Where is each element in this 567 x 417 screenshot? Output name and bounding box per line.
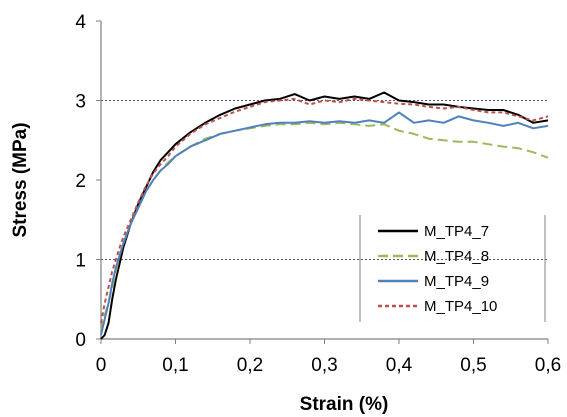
y-tick-label: 4: [75, 12, 86, 33]
legend-label: M_TP4_7: [424, 223, 489, 240]
x-tick-label: 0,6: [535, 355, 561, 376]
legend-items: M_TP4_7 M_TP4_8 M_TP4_9 M_TP4_10: [378, 223, 497, 315]
legend-label: M_TP4_8: [424, 248, 489, 265]
x-tick-label: 0,1: [162, 355, 188, 376]
x-tick-label: 0: [96, 355, 107, 376]
series-lines: [100, 91, 549, 340]
y-tick-label: 3: [75, 92, 86, 113]
y-tick-label: 1: [75, 251, 86, 272]
x-tick-label: 0,4: [386, 355, 413, 376]
x-tick-label: 0,2: [237, 355, 263, 376]
gridlines: [101, 100, 548, 260]
series-line-3: [100, 111, 549, 336]
y-axis-ticks: 0 1 2 3 4: [75, 12, 101, 351]
y-axis-title: Stress (MPa): [10, 122, 31, 237]
y-tick-label: 2: [75, 171, 86, 192]
x-axis-ticks: 0 0,1 0,2 0,3 0,4 0,5 0,6: [96, 339, 561, 376]
x-tick-label: 0,5: [460, 355, 486, 376]
x-axis-title: Strain (%): [300, 394, 389, 415]
series-line-4: [100, 97, 549, 324]
x-tick-label: 0,3: [311, 355, 337, 376]
y-tick-label: 0: [75, 330, 86, 351]
legend: M_TP4_7 M_TP4_8 M_TP4_9 M_TP4_10: [359, 215, 546, 322]
legend-label: M_TP4_9: [424, 273, 489, 290]
legend-label: M_TP4_10: [424, 298, 497, 315]
